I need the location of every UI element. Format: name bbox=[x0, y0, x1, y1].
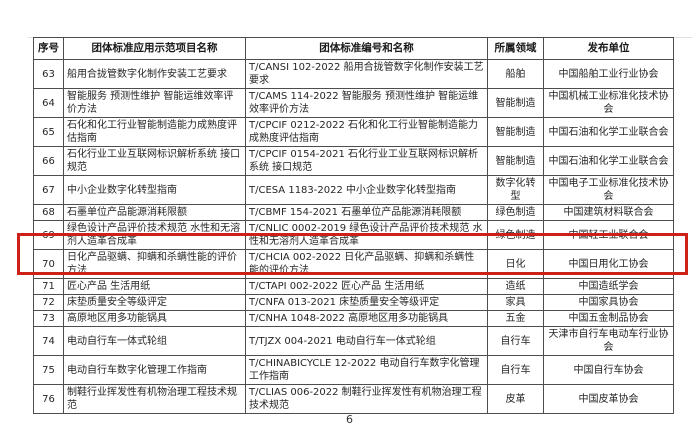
cell-no: 68 bbox=[33, 204, 64, 221]
cell-publisher: 中国日用化工协会 bbox=[543, 249, 674, 279]
table-row: 63 船用合拢管数字化制作安装工艺要求 T/CANSI 102-2022 船用合拢管… bbox=[33, 59, 674, 89]
cell-field: 绿色制造 bbox=[487, 204, 544, 221]
cell-no: 75 bbox=[33, 355, 64, 385]
cell-field: 智能制造 bbox=[487, 88, 544, 118]
cell-no: 66 bbox=[33, 146, 64, 176]
cell-field: 绿色制造 bbox=[487, 220, 544, 250]
cell-standard: T/CPCIF 0212-2022 石化和化工行业智能制造能力成熟度评估指南 bbox=[245, 117, 488, 147]
cell-standard: T/CPCIF 0154-2021 石化行业工业互联网标识解析系统 接口规范 bbox=[245, 146, 488, 176]
cell-publisher: 中国机械工业标准化技术协会 bbox=[543, 88, 674, 118]
cell-field: 五金 bbox=[487, 310, 544, 327]
cell-standard: T/CNLIC 0002-2019 绿色设计产品评价技术规范 水性和无溶剂人造革… bbox=[245, 220, 488, 250]
cell-publisher: 中国石油和化学工业联合会 bbox=[543, 117, 674, 147]
cell-standard: T/CAMS 114-2022 智能服务 预测性维护 智能运维效率评价方法 bbox=[245, 88, 488, 118]
table-row: 70 日化产品驱螨、抑螨和杀螨性能的评价方法 T/CHCIA 002-2022 日化… bbox=[33, 249, 674, 279]
cell-field: 数字化转型 bbox=[487, 175, 544, 205]
table-row: 64 智能服务 预测性维护 智能运维效率评价方法 T/CAMS 114-2022 智… bbox=[33, 88, 674, 118]
cell-project: 绿色设计产品评价技术规范 水性和无溶剂人造革合成革 bbox=[63, 220, 246, 250]
cell-no: 71 bbox=[33, 278, 64, 295]
table-body: 63 船用合拢管数字化制作安装工艺要求 T/CANSI 102-2022 船用合拢管… bbox=[33, 59, 674, 414]
cell-no: 73 bbox=[33, 310, 64, 327]
cell-field: 自行车 bbox=[487, 355, 544, 385]
cell-no: 70 bbox=[33, 249, 64, 279]
cell-no: 64 bbox=[33, 88, 64, 118]
cell-field: 日化 bbox=[487, 249, 544, 279]
cell-field: 智能制造 bbox=[487, 117, 544, 147]
cell-no: 67 bbox=[33, 175, 64, 205]
cell-publisher: 中国电子工业标准化技术协会 bbox=[543, 175, 674, 205]
cell-publisher: 天津市自行车电动车行业协会 bbox=[543, 326, 674, 356]
header-publisher: 发布单位 bbox=[543, 37, 674, 60]
table-header: 序号 团体标准应用示范项目名称 团体标准编号和名称 所属领域 发布单位 bbox=[33, 37, 674, 60]
table-row: 68 石墨单位产品能源消耗限额 T/CBMF 154-2021 石墨单位产品能源消耗… bbox=[33, 204, 674, 221]
table-row: 76 制鞋行业挥发性有机物治理工程技术规范 T/CLIAS 006-2022 制鞋行… bbox=[33, 384, 674, 414]
table-row: 69 绿色设计产品评价技术规范 水性和无溶剂人造革合成革 T/CNLIC 0002-… bbox=[33, 220, 674, 250]
header-row: 序号 团体标准应用示范项目名称 团体标准编号和名称 所属领域 发布单位 bbox=[33, 37, 674, 60]
cell-standard: T/CESA 1183-2022 中小企业数字化转型指南 bbox=[245, 175, 488, 205]
header-no: 序号 bbox=[33, 37, 64, 60]
cell-field: 船舶 bbox=[487, 59, 544, 89]
cell-project: 高原地区用多功能锅具 bbox=[63, 310, 246, 327]
table-row: 66 石化行业工业互联网标识解析系统 接口规范 T/CPCIF 0154-2021 … bbox=[33, 146, 674, 176]
table-row: 75 电动自行车数字化管理工作指南 T/CHINABICYCLE 12-2022 电… bbox=[33, 355, 674, 385]
cell-standard: T/CTAPI 002-2022 匠心产品 生活用纸 bbox=[245, 278, 488, 295]
cell-project: 智能服务 预测性维护 智能运维效率评价方法 bbox=[63, 88, 246, 118]
cell-project: 石化行业工业互联网标识解析系统 接口规范 bbox=[63, 146, 246, 176]
table-row: 72 床垫质量安全等级评定 T/CNFA 013-2021 床垫质量安全等级评定 家具… bbox=[33, 294, 674, 311]
cell-no: 65 bbox=[33, 117, 64, 147]
cell-publisher: 中国家具协会 bbox=[543, 294, 674, 311]
cell-field: 皮革 bbox=[487, 384, 544, 414]
cell-no: 69 bbox=[33, 220, 64, 250]
cell-standard: T/CBMF 154-2021 石墨单位产品能源消耗限额 bbox=[245, 204, 488, 221]
cell-project: 船用合拢管数字化制作安装工艺要求 bbox=[63, 59, 246, 89]
table-row: 74 电动自行车一体式轮组 T/TJZX 004-2021 电动自行车一体式轮组 自行… bbox=[33, 326, 674, 356]
cell-standard: T/CANSI 102-2022 船用合拢管数字化制作安装工艺要求 bbox=[245, 59, 488, 89]
table-row: 65 石化和化工行业智能制造能力成熟度评估指南 T/CPCIF 0212-2022 … bbox=[33, 117, 674, 147]
cell-project: 石墨单位产品能源消耗限额 bbox=[63, 204, 246, 221]
cell-project: 日化产品驱螨、抑螨和杀螨性能的评价方法 bbox=[63, 249, 246, 279]
cell-standard: T/TJZX 004-2021 电动自行车一体式轮组 bbox=[245, 326, 488, 356]
cell-project: 制鞋行业挥发性有机物治理工程技术规范 bbox=[63, 384, 246, 414]
cell-publisher: 中国五金制品协会 bbox=[543, 310, 674, 327]
cell-project: 石化和化工行业智能制造能力成熟度评估指南 bbox=[63, 117, 246, 147]
standards-table: 序号 团体标准应用示范项目名称 团体标准编号和名称 所属领域 发布单位 63 船用… bbox=[33, 37, 674, 414]
table-row: 67 中小企业数字化转型指南 T/CESA 1183-2022 中小企业数字化转型指… bbox=[33, 175, 674, 205]
cell-publisher: 中国皮革协会 bbox=[543, 384, 674, 414]
cell-no: 76 bbox=[33, 384, 64, 414]
cell-no: 63 bbox=[33, 59, 64, 89]
table-row: 71 匠心产品 生活用纸 T/CTAPI 002-2022 匠心产品 生活用纸 造纸中… bbox=[33, 278, 674, 295]
header-field: 所属领域 bbox=[487, 37, 544, 60]
cell-field: 自行车 bbox=[487, 326, 544, 356]
cell-publisher: 中国船舶工业行业协会 bbox=[543, 59, 674, 89]
cell-standard: T/CLIAS 006-2022 制鞋行业挥发性有机物治理工程技术规范 bbox=[245, 384, 488, 414]
cell-publisher: 中国建筑材料联合会 bbox=[543, 204, 674, 221]
cell-standard: T/CNHA 1048-2022 高原地区用多功能锅具 bbox=[245, 310, 488, 327]
header-standard-number: 团体标准编号和名称 bbox=[245, 37, 488, 60]
cell-standard: T/CHINABICYCLE 12-2022 电动自行车数字化管理工作指南 bbox=[245, 355, 488, 385]
cell-no: 74 bbox=[33, 326, 64, 356]
cell-publisher: 中国石油和化学工业联合会 bbox=[543, 146, 674, 176]
header-project-name: 团体标准应用示范项目名称 bbox=[63, 37, 246, 60]
cell-project: 床垫质量安全等级评定 bbox=[63, 294, 246, 311]
page-number: 6 bbox=[346, 413, 353, 426]
table-row: 73 高原地区用多功能锅具 T/CNHA 1048-2022 高原地区用多功能锅具五… bbox=[33, 310, 674, 327]
cell-project: 中小企业数字化转型指南 bbox=[63, 175, 246, 205]
cell-standard: T/CNFA 013-2021 床垫质量安全等级评定 bbox=[245, 294, 488, 311]
cell-publisher: 中国造纸学会 bbox=[543, 278, 674, 295]
cell-field: 家具 bbox=[487, 294, 544, 311]
cell-standard: T/CHCIA 002-2022 日化产品驱螨、抑螨和杀螨性能的评价方法 bbox=[245, 249, 488, 279]
cell-publisher: 中国自行车协会 bbox=[543, 355, 674, 385]
cell-project: 电动自行车一体式轮组 bbox=[63, 326, 246, 356]
cell-field: 造纸 bbox=[487, 278, 544, 295]
cell-field: 智能制造 bbox=[487, 146, 544, 176]
cell-project: 匠心产品 生活用纸 bbox=[63, 278, 246, 295]
cell-project: 电动自行车数字化管理工作指南 bbox=[63, 355, 246, 385]
cell-no: 72 bbox=[33, 294, 64, 311]
cell-publisher: 中国轻工业联合会 bbox=[543, 220, 674, 250]
